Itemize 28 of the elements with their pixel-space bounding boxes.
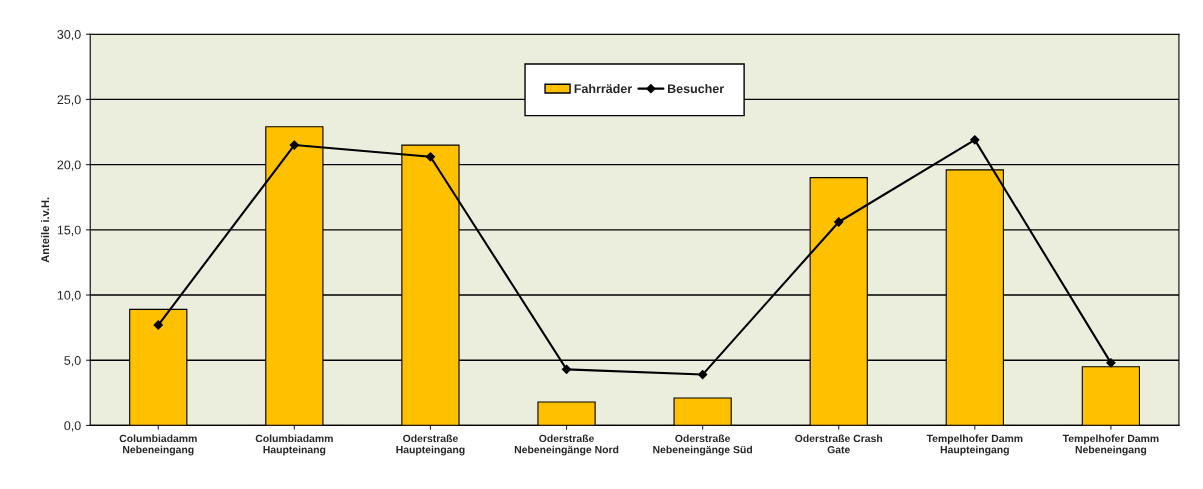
y-tick-label: 25,0: [57, 95, 81, 106]
x-tick-label: Oderstraße Haupteingang: [396, 434, 465, 456]
y-tick-label: 20,0: [57, 160, 81, 171]
legend-label: Besucher: [667, 83, 724, 94]
y-tick-label: 5,0: [64, 356, 81, 367]
point: [289, 140, 299, 150]
point: [425, 152, 436, 162]
x-tick-label: Oderstraße Nebeneingänge Süd: [653, 434, 753, 456]
x-tick-label: Oderstraße Nebeneingänge Nord: [514, 434, 619, 456]
y-tick-label: 0,0: [64, 421, 81, 432]
point: [1106, 358, 1116, 368]
y-tick-label: 30,0: [57, 30, 81, 41]
x-tick-label: Oderstraße Crash Gate: [795, 434, 883, 454]
x-tick-label: Tempelhofer Damm Haupteingang: [926, 434, 1023, 456]
legend-label: Fahrräder: [574, 83, 632, 94]
y-tick-label: 10,0: [57, 290, 81, 302]
y-tick-label: 15,0: [57, 225, 81, 236]
bar: [537, 401, 596, 426]
x-tick-label: Columbiadamm Nebeneingang: [119, 434, 197, 456]
bar: [673, 397, 732, 426]
x-tick-label: Tempelhofer Damm Nebeneingang: [1062, 434, 1159, 456]
x-tick-label: Columbiadamm Haupteinang: [255, 434, 333, 456]
point: [970, 135, 980, 145]
y-axis-title: Anteile i.v.H.: [40, 197, 50, 263]
point: [698, 369, 708, 380]
point: [561, 364, 572, 374]
point: [834, 217, 844, 227]
point: [153, 320, 163, 330]
